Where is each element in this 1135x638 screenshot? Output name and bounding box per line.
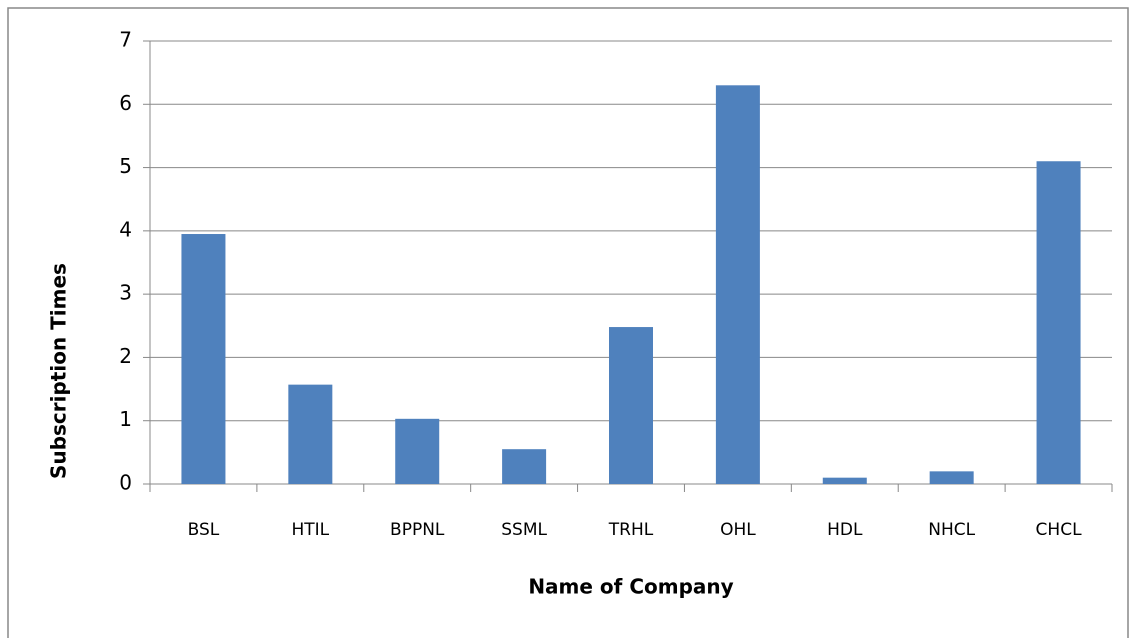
bar [715,85,760,485]
x-tick-label: BSL [188,520,220,540]
x-tick-label: SSML [501,520,547,540]
y-tick-label: 2 [119,344,132,368]
x-tick-label: TRHL [608,520,654,540]
x-axis-title: Name of Company [528,575,733,599]
y-tick-label: 7 [119,28,132,52]
bar [395,418,440,484]
y-tick-label: 5 [119,154,132,178]
bar [288,384,333,484]
x-tick-label: HDL [827,520,863,540]
bar [181,234,226,484]
y-axis-title: Subscription Times [47,263,71,479]
x-tick-label: HTIL [292,520,330,540]
x-tick-label: CHCL [1036,520,1083,540]
bar [502,449,547,484]
bar [822,477,867,484]
x-tick-label: OHL [720,520,756,540]
bar [609,327,653,484]
y-tick-label: 0 [119,471,132,495]
chart-border [7,7,1129,638]
bar [1036,161,1081,484]
y-tick-label: 6 [119,91,132,115]
y-tick-label: 3 [119,281,132,305]
x-tick-label: BPPNL [390,520,445,540]
y-tick-label: 4 [119,217,132,241]
x-tick-label: NHCL [928,520,975,540]
y-tick-label: 1 [119,407,132,431]
bar [929,471,974,484]
